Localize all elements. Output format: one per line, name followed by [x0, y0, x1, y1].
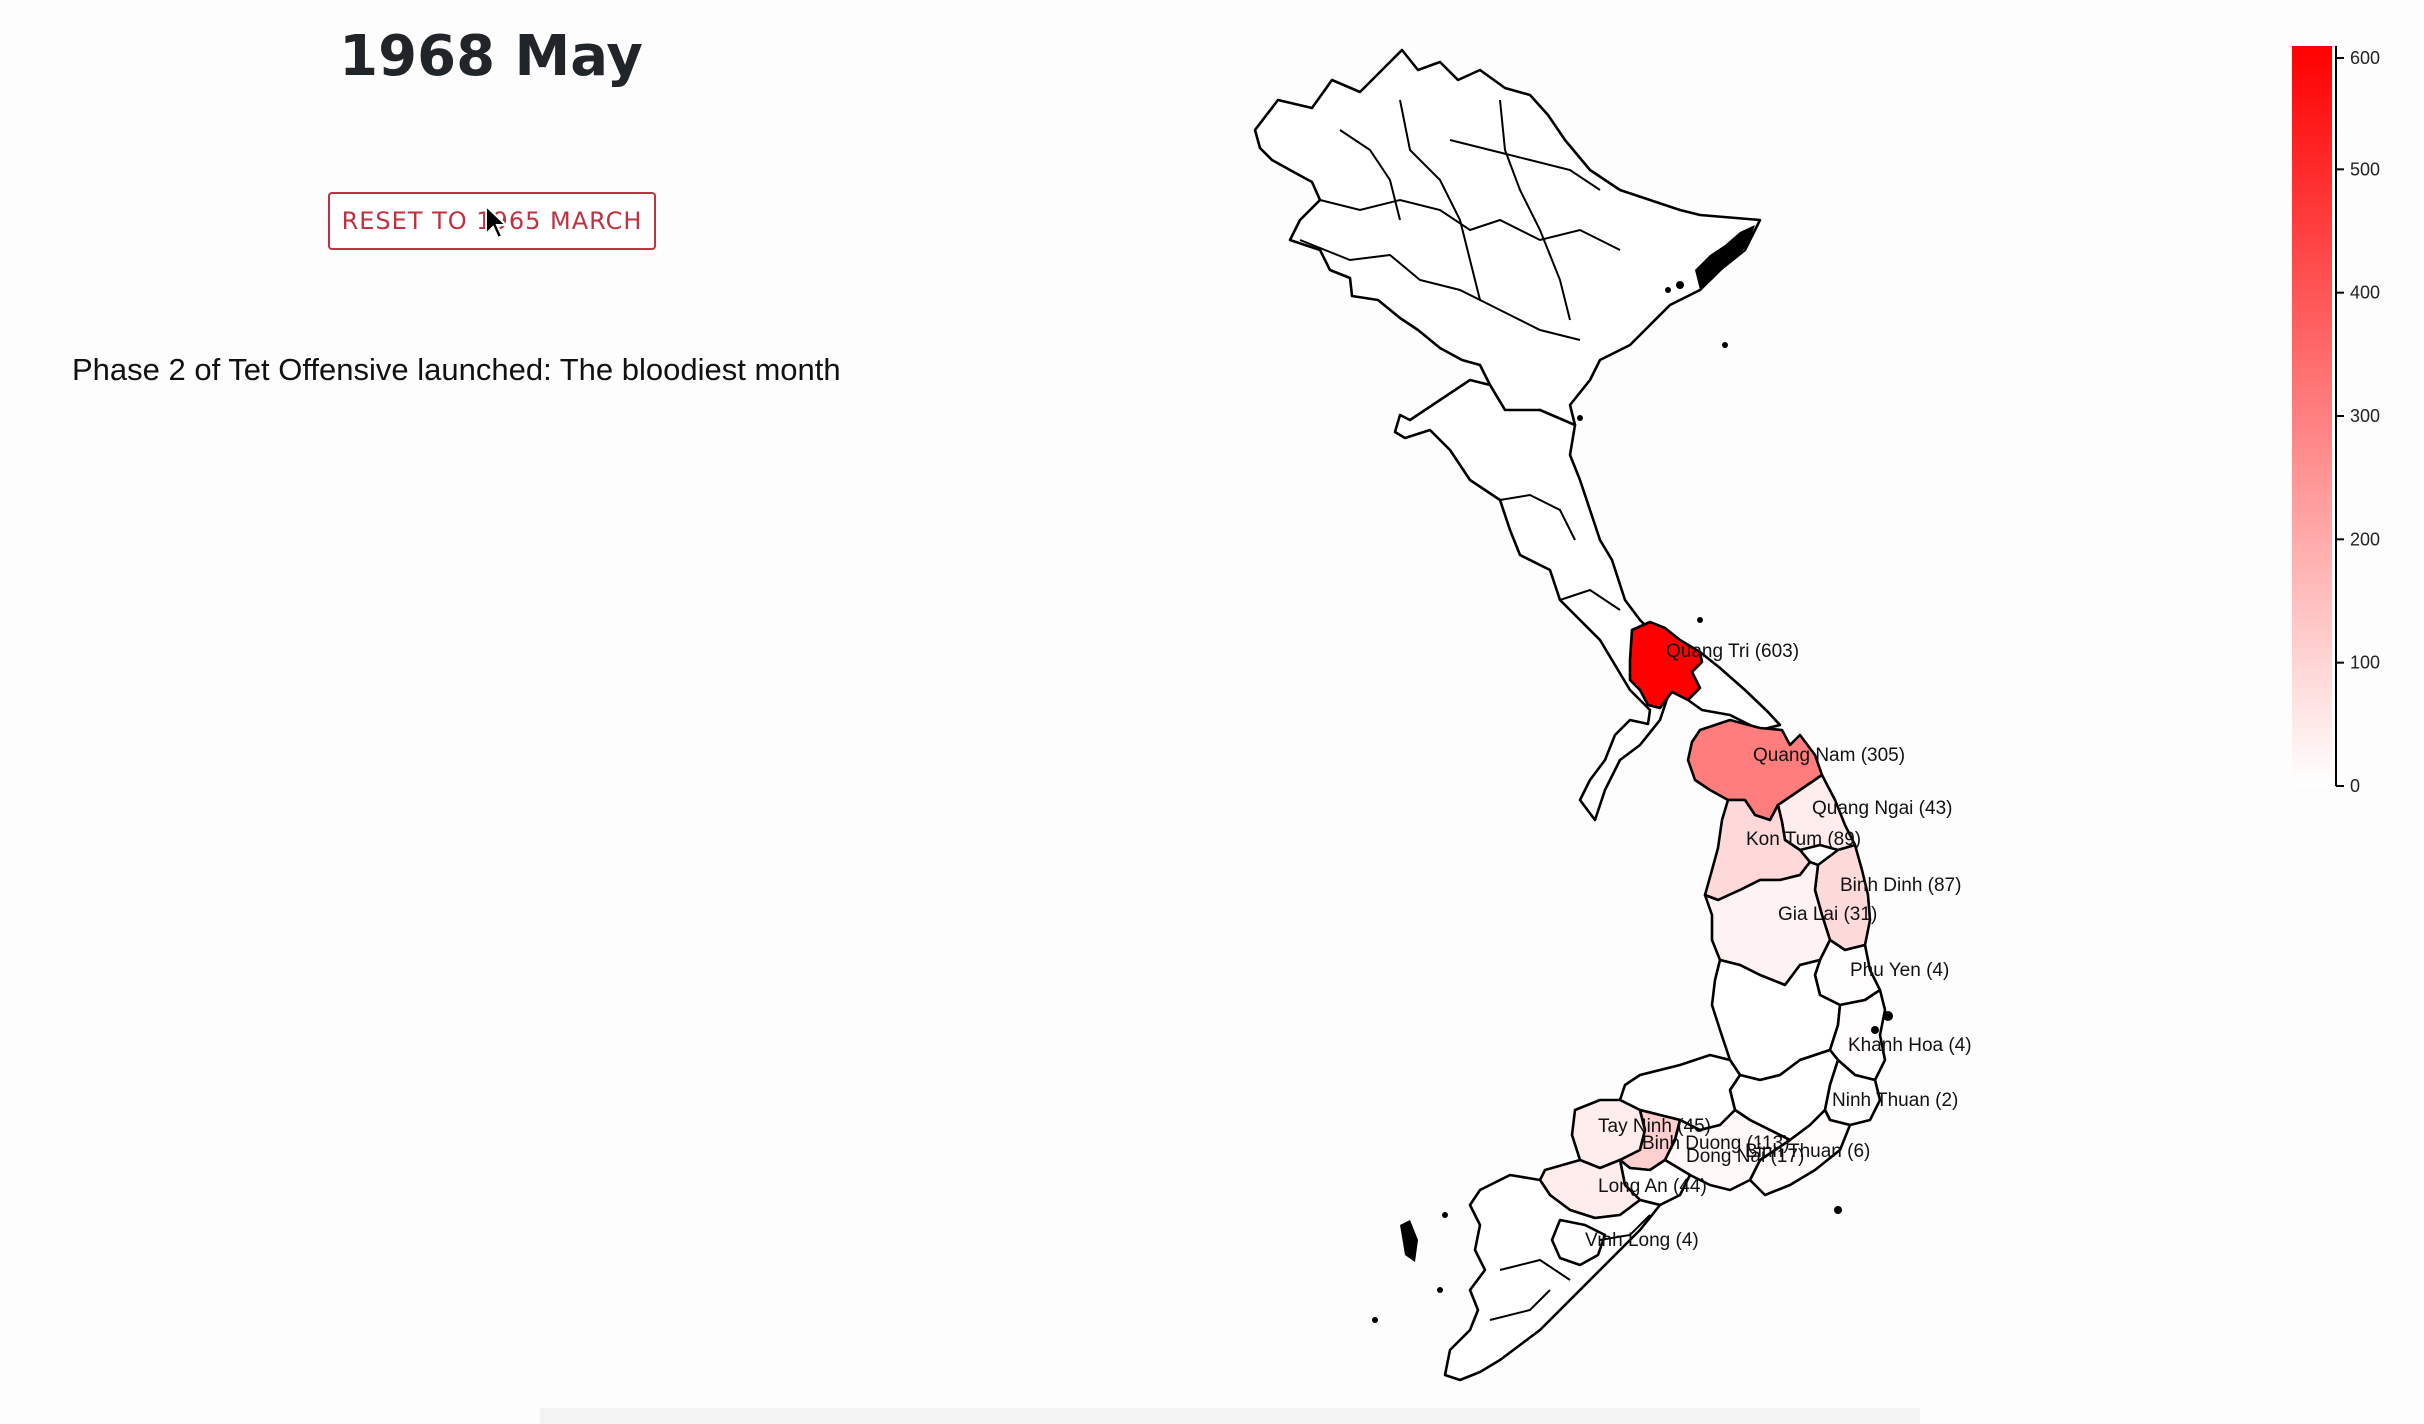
label-khanh-hoa: Khanh Hoa (4) — [1848, 1035, 1972, 1056]
legend-tick-label: 400 — [2350, 283, 2380, 303]
event-caption: Phase 2 of Tet Offensive launched: The b… — [72, 352, 841, 387]
label-binh-dinh: Binh Dinh (87) — [1840, 875, 1961, 896]
region-mekong-delta[interactable] — [1443, 1173, 1662, 1382]
legend-tick-label: 200 — [2350, 529, 2380, 549]
province-khanh-hoa[interactable] — [1828, 988, 1887, 1082]
legend-tick-label: 500 — [2350, 159, 2380, 179]
province-labels: Quang Tri (603) Quang Nam (305) Quang Ng… — [1585, 641, 1972, 1251]
legend-tick-label: 0 — [2350, 776, 2360, 796]
label-binh-thuan: Binh Thuan (6) — [1745, 1141, 1870, 1162]
legend-gradient-bar — [2292, 46, 2332, 786]
label-gia-lai: Gia Lai (31) — [1778, 904, 1877, 925]
label-quang-nam: Quang Nam (305) — [1753, 745, 1905, 766]
legend-tick-label: 100 — [2350, 653, 2380, 673]
province-borders — [1299, 99, 1651, 1321]
label-binh-duong: Binh Duong (113) — [1642, 1133, 1790, 1154]
footer-strip — [540, 1408, 1920, 1424]
label-phu-yen: Phu Yen (4) — [1850, 960, 1949, 981]
region-hue[interactable] — [1686, 650, 1782, 732]
legend-tick-label: 600 — [2350, 48, 2380, 68]
province-vinh-long[interactable] — [1550, 1218, 1607, 1267]
label-vinh-long: Vinh Long (4) — [1585, 1230, 1699, 1251]
page-title: 1968 May — [339, 24, 643, 89]
legend-tick-label: 300 — [2350, 406, 2380, 426]
label-quang-tri: Quang Tri (603) — [1666, 641, 1799, 662]
label-dong-nai: Dong Nai (17) — [1686, 1146, 1804, 1167]
label-long-an: Long An (44) — [1598, 1176, 1707, 1197]
region-north[interactable] — [1253, 48, 1762, 432]
color-legend: 0 100 200 300 400 500 600 — [2292, 46, 2380, 796]
province-ninh-thuan[interactable] — [1823, 1058, 1882, 1127]
label-kon-tum: Kon Tum (89) — [1746, 829, 1861, 850]
islands — [1372, 225, 1893, 1323]
label-ninh-thuan: Ninh Thuan (2) — [1832, 1090, 1958, 1111]
label-tay-ninh: Tay Ninh (45) — [1598, 1116, 1711, 1137]
mouse-cursor-icon — [485, 204, 508, 240]
label-quang-ngai: Quang Ngai (43) — [1812, 798, 1952, 819]
region-north-central[interactable] — [1393, 378, 1682, 822]
